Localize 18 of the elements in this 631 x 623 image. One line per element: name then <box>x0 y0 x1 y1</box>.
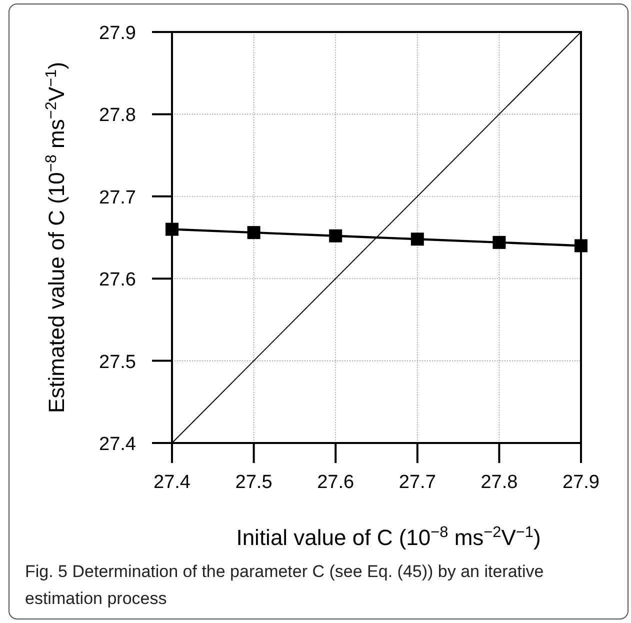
y-tick-label: 27.6 <box>99 270 136 291</box>
y-tick-label: 27.4 <box>99 434 136 455</box>
x-tick-label: 27.7 <box>398 472 436 493</box>
y-tick-label: 27.9 <box>99 23 136 44</box>
point <box>492 236 506 249</box>
x-tick-label: 27.6 <box>317 472 354 493</box>
x-axis-title: Initial value of C (10$^{−8}$ ms$^{−2}$V$^{−1}$) <box>236 524 541 550</box>
x-tick-label: 27.8 <box>480 472 518 493</box>
x-tick-label: 27.5 <box>235 472 272 493</box>
point <box>329 229 342 242</box>
y-tick-label: 27.7 <box>99 187 136 208</box>
point <box>247 226 260 240</box>
point <box>410 232 424 246</box>
x-tick-label: 27.4 <box>154 472 191 493</box>
caption: Fig. 5 Determination of the parameter C (see Eq. (45)) by an iterative estimation process <box>25 562 544 608</box>
y-tick-label: 27.8 <box>99 105 136 126</box>
x-tick-label: 27.9 <box>562 472 600 493</box>
y-tick-label: 27.5 <box>99 352 136 373</box>
